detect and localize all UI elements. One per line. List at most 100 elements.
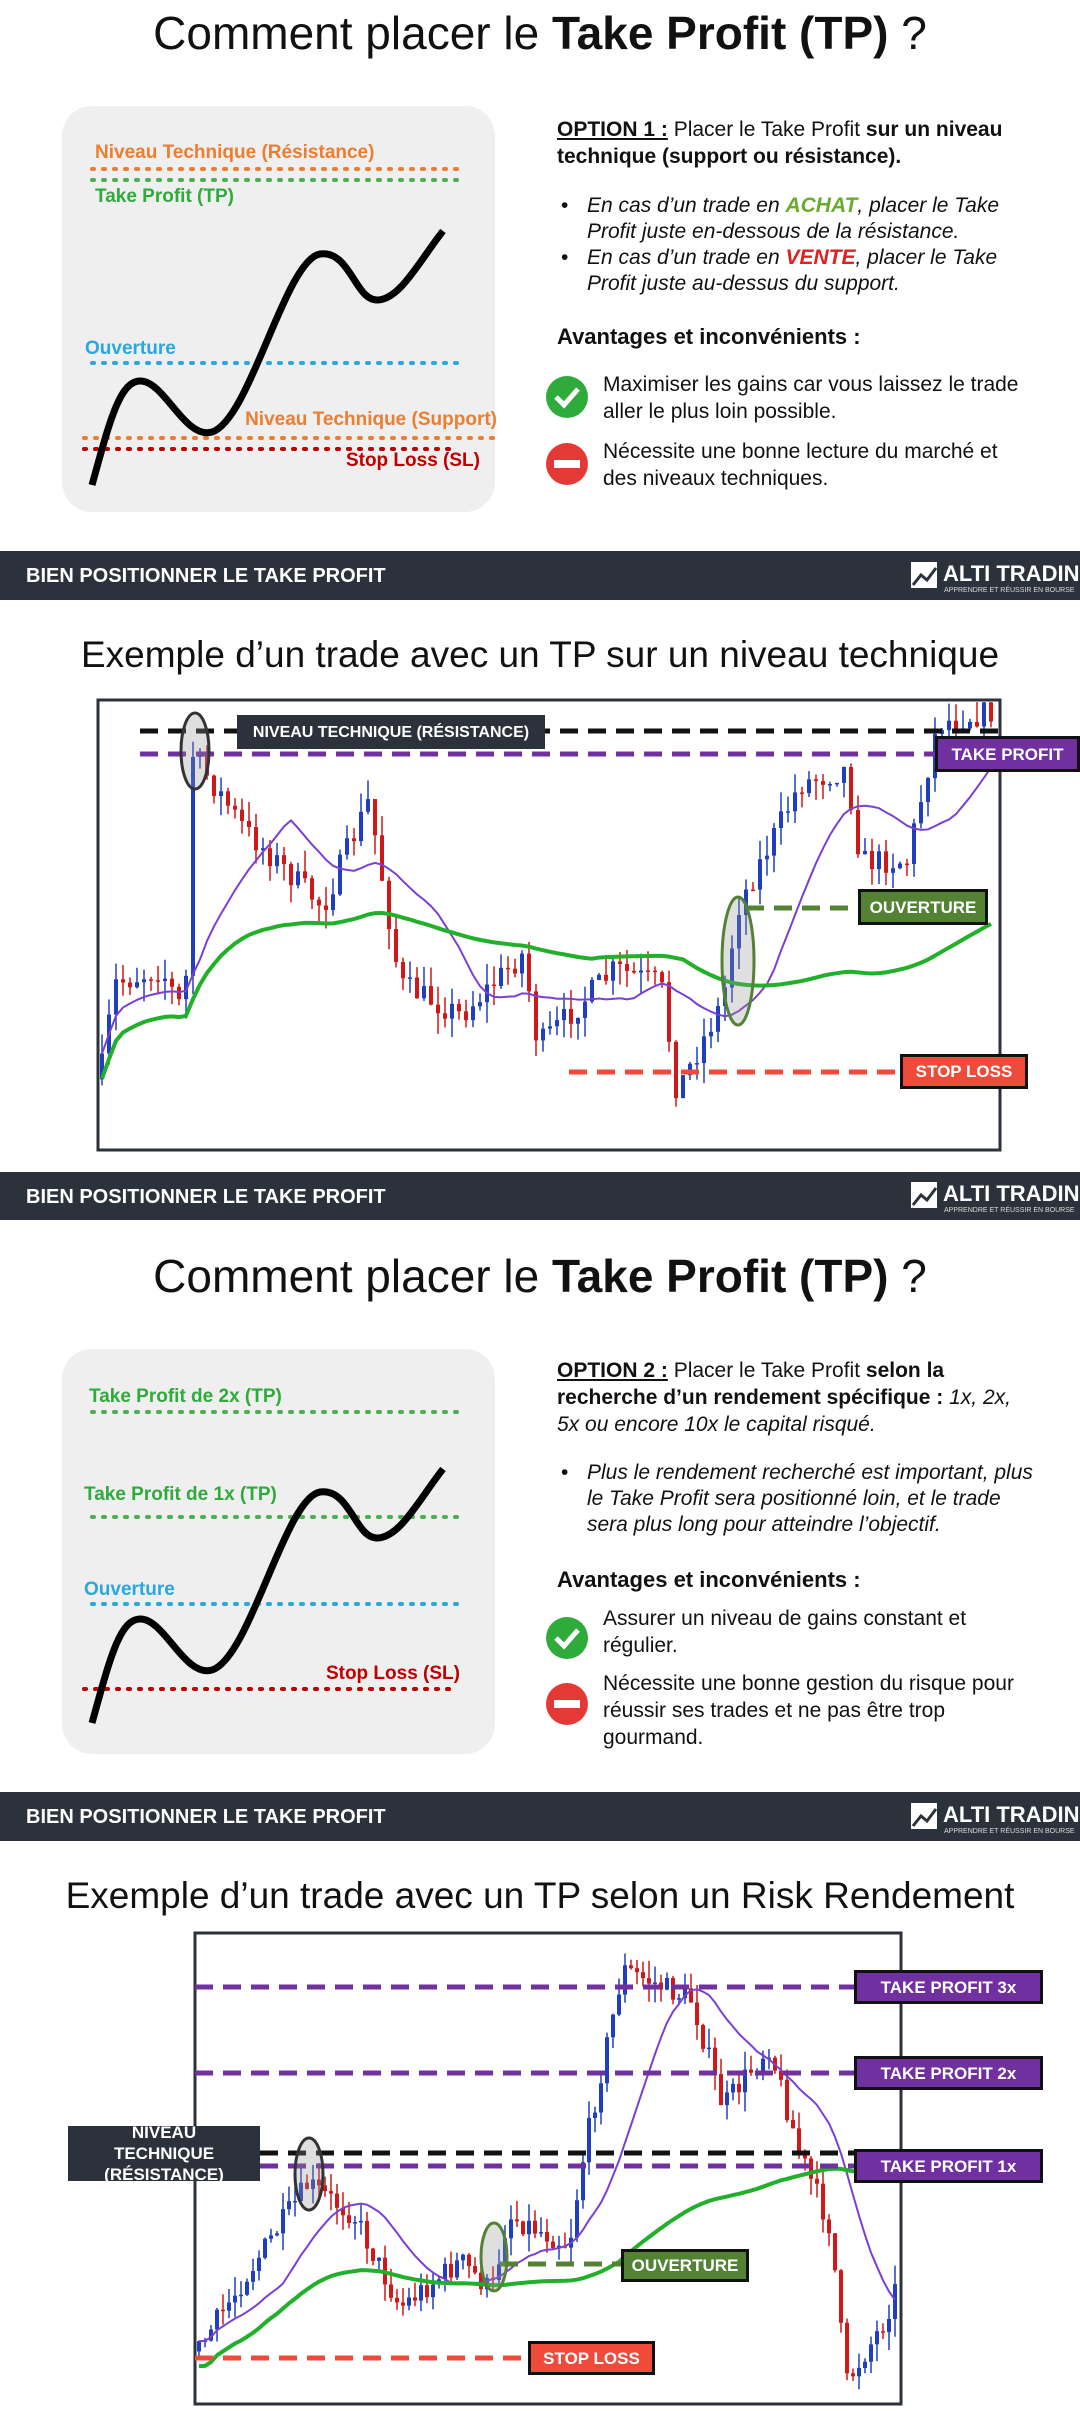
candle xyxy=(743,2069,747,2093)
candle xyxy=(114,979,118,1015)
title-part: ? xyxy=(888,7,927,59)
candle xyxy=(492,984,496,987)
candle xyxy=(527,953,531,992)
candle xyxy=(749,2069,753,2073)
diagram-label: Stop Loss (SL) xyxy=(345,450,480,471)
highlight xyxy=(179,711,211,791)
bullet: En cas d’un trade en VENTE, placer le Ta… xyxy=(557,245,1037,297)
candlestick-chart xyxy=(193,1931,903,2406)
bullet-part: , placer le Take Profit juste au-dessus … xyxy=(587,246,998,295)
bullet-keyword: VENTE xyxy=(785,246,856,269)
candle xyxy=(891,868,895,873)
candle xyxy=(534,991,538,1041)
candle xyxy=(919,802,923,824)
candle xyxy=(338,854,342,895)
candle xyxy=(989,702,993,722)
pro-text: Maximiser les gains car vous laissez le … xyxy=(603,373,1019,423)
candle xyxy=(641,1972,645,1979)
candle xyxy=(303,871,307,879)
candle xyxy=(647,1978,651,1984)
option-text: OPTION 2 : Placer le Take Profit selon l… xyxy=(557,1357,1027,1438)
footer-title: BIEN POSITIONNER LE TAKE PROFIT xyxy=(26,1806,386,1828)
candle xyxy=(875,2331,879,2345)
slide-title: Exemple d’un trade avec un TP sur un niv… xyxy=(80,634,1000,675)
candle xyxy=(716,1006,720,1032)
candle xyxy=(135,982,139,988)
candle xyxy=(345,838,349,855)
candle xyxy=(695,2002,699,2026)
label-resistance: NIVEAU TECHNIQUE (RÉSISTANCE) xyxy=(68,2123,260,2184)
candle xyxy=(611,2014,615,2038)
brand: ALTI TRADING xyxy=(943,1181,1080,1206)
option-text: OPTION 1 : Placer le Take Profit sur un … xyxy=(557,116,1027,170)
candle xyxy=(665,1978,669,1990)
candle xyxy=(464,1011,468,1021)
candle xyxy=(275,855,279,867)
bullet: Plus le rendement recherché est importan… xyxy=(557,1460,1047,1538)
label-tp3: TAKE PROFIT 3x xyxy=(854,1970,1043,2004)
candle xyxy=(395,2297,399,2303)
title-part: ? xyxy=(888,1250,927,1302)
candle xyxy=(797,2128,801,2151)
candle xyxy=(407,2297,411,2306)
candle xyxy=(881,2331,885,2333)
candle xyxy=(353,2222,357,2224)
candle xyxy=(719,2074,723,2106)
chart-frame xyxy=(96,698,1002,1152)
candle xyxy=(268,848,272,867)
candle xyxy=(632,970,636,973)
label-resistance: NIVEAU TECHNIQUE (RÉSISTANCE) xyxy=(237,715,545,749)
candle xyxy=(751,889,755,892)
candle xyxy=(877,851,881,870)
candle xyxy=(814,779,818,782)
label-sl: STOP LOSS xyxy=(900,1054,1028,1089)
candle xyxy=(191,756,195,976)
candle xyxy=(156,980,160,982)
candle xyxy=(677,1998,681,2000)
bullet-keyword: ACHAT xyxy=(785,194,858,217)
candle xyxy=(765,855,769,860)
candle xyxy=(219,791,223,797)
candle xyxy=(869,2344,873,2362)
candle xyxy=(791,2120,795,2129)
candle xyxy=(576,1017,580,1024)
candle xyxy=(215,2309,219,2330)
label-sl: STOP LOSS xyxy=(528,2341,655,2375)
candle xyxy=(707,2047,711,2050)
candle xyxy=(863,2361,867,2368)
candle xyxy=(450,1003,454,1019)
candle xyxy=(541,1028,545,1041)
candle xyxy=(310,878,314,900)
candle xyxy=(954,720,958,729)
candle xyxy=(365,2220,369,2249)
candle xyxy=(688,1063,692,1076)
candle xyxy=(401,961,405,979)
pros-cons-title: Avantages et inconvénients : xyxy=(557,324,861,349)
candle xyxy=(821,781,825,785)
candle xyxy=(239,2294,243,2297)
label-tp: TAKE PROFIT xyxy=(935,736,1080,772)
candle xyxy=(786,811,790,813)
candle xyxy=(849,766,853,811)
candle xyxy=(257,2257,261,2272)
candle xyxy=(467,2254,471,2267)
check xyxy=(554,387,580,409)
candle xyxy=(856,810,860,855)
diagram-label: Ouverture xyxy=(85,338,176,359)
candle xyxy=(221,2309,225,2312)
candle xyxy=(289,864,293,886)
title-part: Comment placer le xyxy=(153,7,552,59)
option-body: Placer le Take Profit xyxy=(667,1359,866,1382)
candle xyxy=(653,1982,657,1984)
candle xyxy=(212,775,216,797)
candle xyxy=(401,2302,405,2306)
candle xyxy=(443,2263,447,2280)
candle xyxy=(413,2297,417,2301)
pro-icon xyxy=(546,376,588,418)
candle xyxy=(299,2182,303,2201)
candle xyxy=(968,722,972,729)
candle xyxy=(100,1053,104,1080)
candle xyxy=(839,2270,843,2323)
